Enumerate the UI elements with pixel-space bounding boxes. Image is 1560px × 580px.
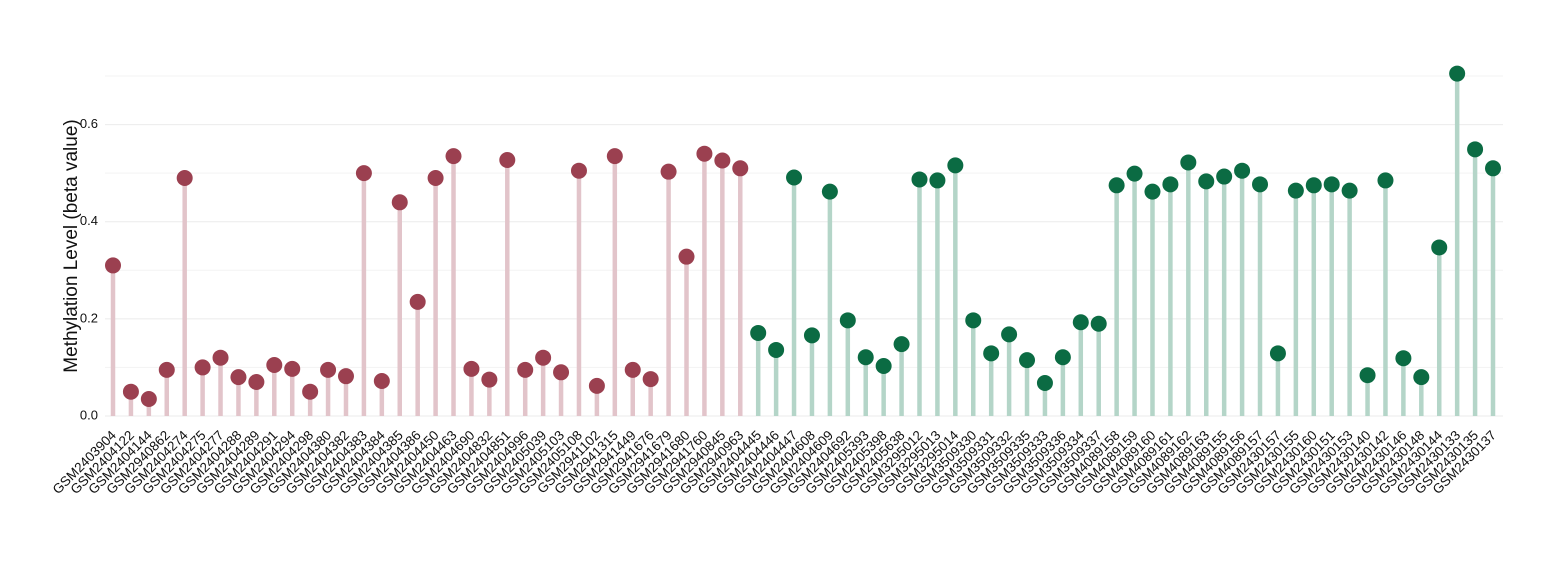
dot <box>1054 349 1071 366</box>
dot <box>1341 182 1358 199</box>
dot <box>606 148 623 165</box>
dot <box>463 360 480 377</box>
dot <box>1072 314 1089 331</box>
dot <box>1019 352 1036 369</box>
dot <box>1090 315 1107 332</box>
dot <box>1144 183 1161 200</box>
dot <box>1180 154 1197 171</box>
y-tick-label: 0.6 <box>80 116 98 131</box>
dot <box>1126 165 1143 182</box>
dot <box>929 172 946 189</box>
dot <box>176 170 193 186</box>
y-tick-label: 0.4 <box>80 213 98 228</box>
dot <box>1431 239 1448 256</box>
dot <box>678 248 695 265</box>
dot <box>624 361 641 378</box>
dot <box>1485 160 1501 177</box>
dot <box>732 160 749 177</box>
dot <box>302 383 319 400</box>
dot <box>427 170 444 186</box>
dot <box>1198 173 1215 190</box>
dot <box>391 194 408 211</box>
dot <box>588 377 605 394</box>
dot <box>266 357 283 373</box>
dot <box>1413 369 1430 386</box>
dot <box>248 374 265 390</box>
dot <box>660 163 677 180</box>
dot <box>158 361 175 378</box>
dot <box>821 183 838 200</box>
dot <box>1359 367 1376 384</box>
dot <box>194 359 211 376</box>
dot <box>911 171 928 188</box>
dot <box>1234 162 1251 179</box>
dot <box>839 312 856 329</box>
dot <box>1323 176 1340 193</box>
dot <box>105 257 121 274</box>
dot <box>284 360 301 377</box>
y-tick-label: 0.0 <box>80 407 98 422</box>
y-axis-label: Methylation Level (beta value) <box>61 119 82 372</box>
dot <box>786 169 803 186</box>
dot <box>517 361 534 378</box>
dot <box>965 312 982 329</box>
dot <box>1269 345 1286 362</box>
dot <box>642 371 659 388</box>
dot <box>714 152 731 169</box>
dot <box>1467 141 1484 158</box>
dot <box>499 152 516 169</box>
dot <box>481 371 498 388</box>
dot <box>857 349 874 366</box>
dot <box>750 324 767 341</box>
dot <box>1108 177 1125 194</box>
dot <box>803 327 820 344</box>
dot <box>983 345 1000 362</box>
dot <box>320 361 337 378</box>
dot <box>1252 176 1269 193</box>
dot <box>535 349 552 366</box>
dot <box>893 336 910 353</box>
dot <box>1001 326 1018 343</box>
dot <box>947 157 964 174</box>
dot <box>337 368 354 385</box>
dot <box>1162 176 1179 193</box>
dot <box>1377 172 1394 189</box>
y-tick-label: 0.2 <box>80 310 98 325</box>
dot <box>122 383 139 400</box>
dot <box>212 349 229 366</box>
dot <box>553 364 570 381</box>
dot <box>373 373 390 390</box>
dot <box>875 357 892 374</box>
dot <box>1287 182 1304 199</box>
dot <box>230 369 247 386</box>
dot <box>768 341 785 358</box>
dot <box>1449 65 1466 82</box>
dot <box>1036 374 1053 391</box>
dot <box>140 391 157 407</box>
dot <box>409 293 426 310</box>
dot <box>1216 168 1233 185</box>
dot <box>445 148 462 165</box>
dot <box>696 145 713 162</box>
dot <box>570 162 587 179</box>
dot <box>1395 350 1412 367</box>
dot <box>355 165 372 182</box>
dot <box>1305 177 1322 194</box>
